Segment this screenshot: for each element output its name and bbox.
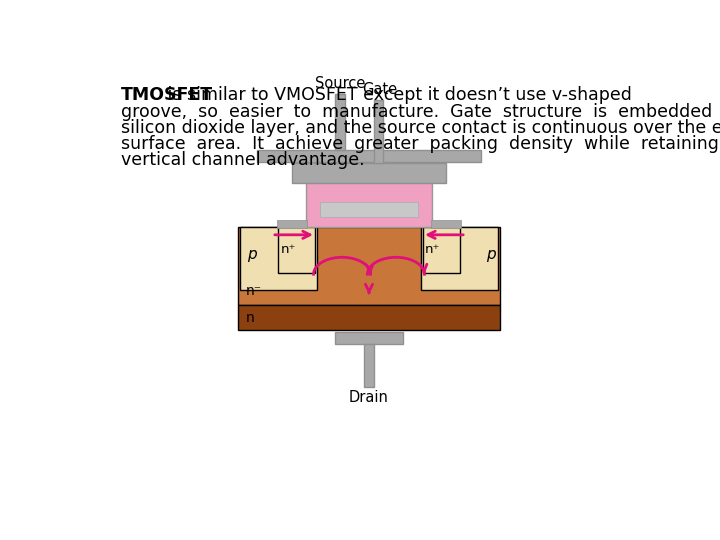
Text: p: p	[248, 247, 257, 262]
Bar	[431, 220, 462, 228]
Bar	[423, 226, 460, 273]
Text: TMOSFET: TMOSFET	[121, 86, 213, 104]
Text: Gate: Gate	[362, 82, 397, 97]
Text: n⁺: n⁺	[426, 243, 441, 256]
Bar	[278, 226, 315, 273]
Bar	[238, 226, 500, 305]
Text: Source: Source	[315, 76, 365, 91]
Bar	[421, 226, 498, 289]
Text: surface  area.  It  achieve  greater  packing  density  while  retaining  short: surface area. It achieve greater packing…	[121, 135, 720, 153]
Text: n⁺: n⁺	[281, 243, 296, 256]
Bar	[238, 305, 500, 330]
Bar	[306, 174, 432, 226]
Bar	[335, 332, 403, 345]
Bar	[240, 226, 317, 289]
Text: p: p	[486, 247, 495, 262]
Bar	[364, 345, 374, 387]
Text: vertical channel advantage.: vertical channel advantage.	[121, 151, 365, 169]
Text: groove,  so  easier  to  manufacture.  Gate  structure  is  embedded  in  a: groove, so easier to manufacture. Gate s…	[121, 103, 720, 120]
Bar	[257, 150, 481, 162]
Text: silicon dioxide layer, and the source contact is continuous over the entire: silicon dioxide layer, and the source co…	[121, 119, 720, 137]
Bar	[292, 164, 446, 184]
Text: n⁻: n⁻	[246, 284, 262, 298]
Bar	[335, 94, 345, 150]
Bar	[320, 202, 418, 217]
Text: n: n	[246, 310, 255, 325]
Text: Drain: Drain	[349, 390, 389, 405]
Bar	[374, 100, 383, 164]
Bar	[276, 220, 307, 228]
Text: is similar to VMOSFET except it doesn’t use v-shaped: is similar to VMOSFET except it doesn’t …	[162, 86, 632, 104]
